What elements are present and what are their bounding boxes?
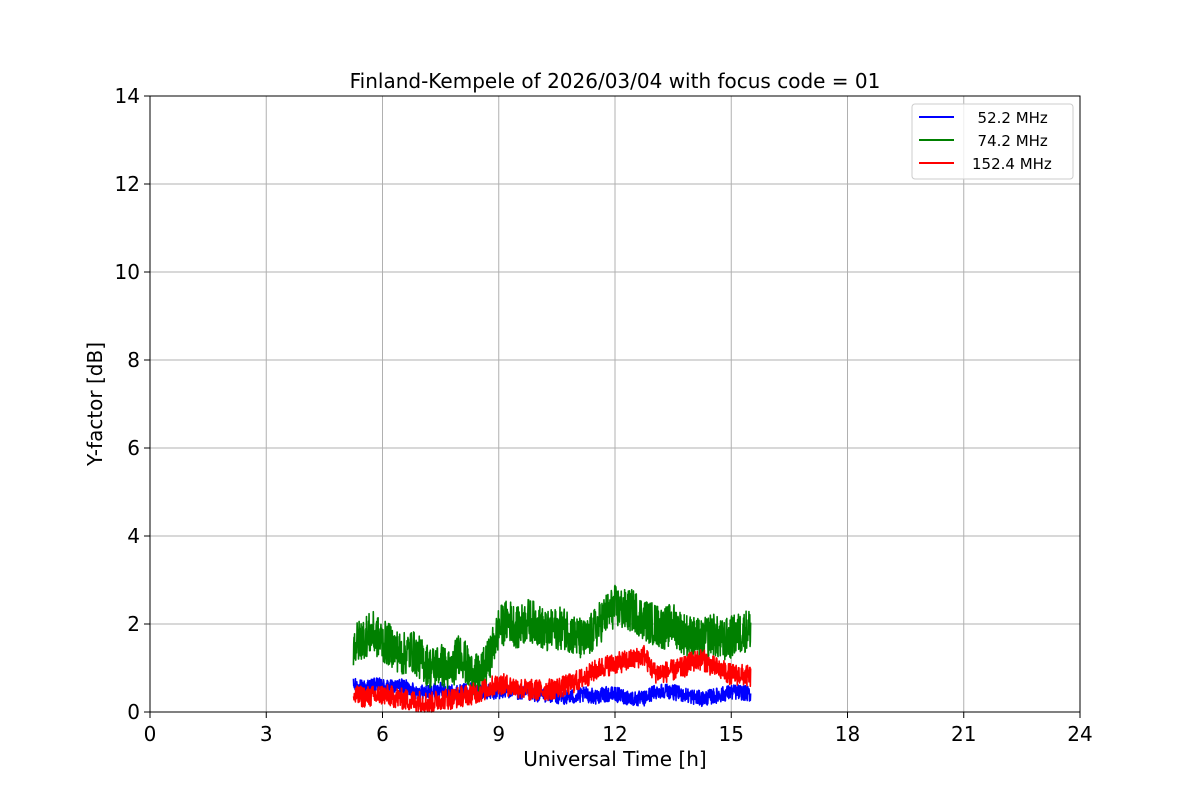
x-tick-label-3: 3 [260, 722, 273, 746]
legend-label-74-2-mhz: 74.2 MHz [968, 132, 1048, 150]
x-tick-label-18: 18 [835, 722, 860, 746]
y-tick-label-6: 6 [127, 436, 140, 460]
data-series [352, 584, 752, 713]
y-tick-label-2: 2 [127, 612, 140, 636]
y-tick-label-4: 4 [127, 524, 140, 548]
chart-title: Finland-Kempele of 2026/03/04 with focus… [350, 69, 881, 93]
y-tick-label-12: 12 [115, 172, 140, 196]
x-axis-label: Universal Time [h] [523, 747, 706, 771]
series-line-152-4-mhz [352, 644, 752, 713]
x-tick-label-6: 6 [376, 722, 389, 746]
series-line-74-2-mhz [352, 584, 752, 696]
x-tick-label-24: 24 [1067, 722, 1092, 746]
x-tick-label-21: 21 [951, 722, 976, 746]
y-axis-label: Y-factor [dB] [83, 342, 107, 467]
legend: 52.2 MHz 74.2 MHz 152.4 MHz [911, 103, 1074, 180]
legend-label-152-4-mhz: 152.4 MHz [972, 155, 1052, 173]
x-tick-label-12: 12 [602, 722, 627, 746]
x-tick-label-15: 15 [719, 722, 744, 746]
x-tick-label-9: 9 [492, 722, 505, 746]
legend-box [911, 103, 1074, 180]
y-tick-label-10: 10 [115, 260, 140, 284]
x-tick-label-0: 0 [144, 722, 157, 746]
y-tick-label-14: 14 [115, 84, 140, 108]
y-tick-label-8: 8 [127, 348, 140, 372]
legend-label-52-2-mhz: 52.2 MHz [968, 109, 1048, 127]
y-tick-label-0: 0 [127, 700, 140, 724]
